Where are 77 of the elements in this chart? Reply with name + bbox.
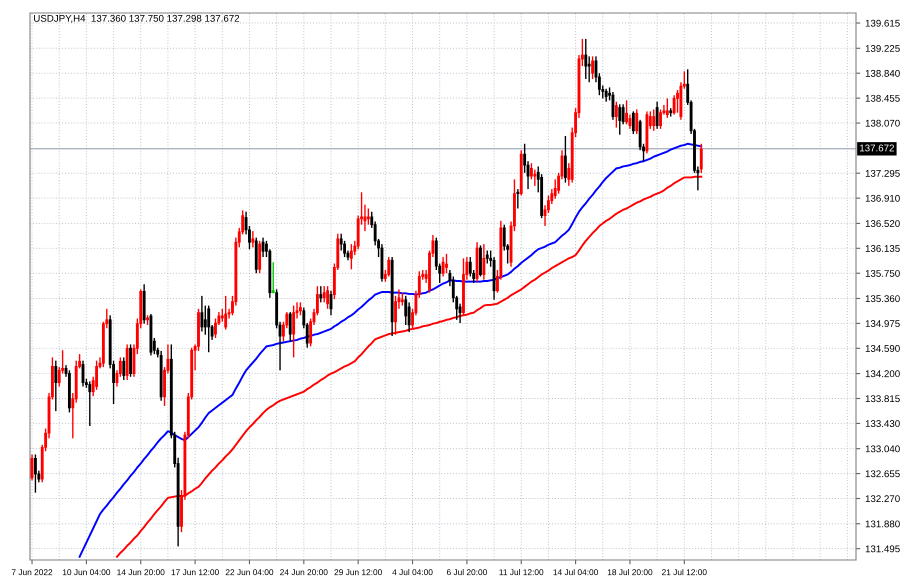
candlestick [146, 314, 149, 326]
candlestick [262, 236, 264, 258]
x-tick-label: 22 Jun 04:00 [226, 569, 274, 576]
candlestick [298, 302, 302, 316]
x-tick-label: 18 Jul 20:00 [608, 569, 652, 576]
candlestick [588, 56, 591, 83]
x-tick-label: 24 Jun 20:00 [280, 569, 328, 576]
candlestick [292, 304, 296, 358]
x-tick-label: 17 Jun 12:00 [172, 569, 219, 576]
ref-line-label: 137.672 [860, 144, 894, 152]
x-tick-label: 14 Jun 20:00 [117, 569, 165, 576]
y-tick-label: 133.815 [866, 395, 900, 402]
candlestick [584, 38, 588, 80]
candlestick [625, 100, 628, 126]
candlestick [319, 285, 322, 304]
candlestick [656, 100, 659, 130]
candlestick [533, 168, 536, 187]
y-tick-label: 131.495 [866, 545, 900, 552]
candlestick [326, 285, 330, 310]
candlestick [591, 56, 594, 80]
y-tick-label: 132.655 [866, 470, 900, 478]
candlestick [251, 230, 254, 248]
y-tick-label: 135.750 [866, 270, 900, 277]
candlestick [666, 98, 669, 119]
candlestick [34, 454, 37, 494]
x-tick-label: 29 Jun 12:00 [334, 569, 382, 576]
candlestick [612, 91, 614, 121]
y-tick-label: 136.135 [866, 245, 900, 252]
candlestick [224, 295, 228, 330]
y-tick-label: 134.590 [866, 345, 900, 352]
x-tick-label: 7 Jun 2022 [12, 569, 52, 576]
x-tick-label: 6 Jul 20:00 [446, 569, 487, 576]
candlestick [54, 360, 58, 412]
candlestick [614, 100, 618, 128]
candlestick [676, 89, 679, 114]
candlestick [604, 88, 608, 102]
candlestick [366, 208, 370, 226]
candlestick [330, 290, 332, 316]
chart-title: USDJPY,H4 137.360 137.750 137.298 137.672 [34, 14, 240, 23]
candlestick [652, 108, 656, 132]
candlestick [442, 256, 445, 278]
candlestick [482, 243, 486, 280]
candlestick [322, 285, 326, 304]
x-tick-label: 14 Jul 04:00 [554, 569, 598, 576]
candlestick [350, 243, 353, 270]
y-tick-label: 133.040 [866, 445, 900, 452]
y-tick-label: 138.455 [866, 94, 900, 102]
candlestick [516, 188, 520, 210]
candlestick [400, 292, 404, 306]
y-tick-label: 139.225 [866, 45, 900, 52]
candlestick [88, 380, 92, 427]
candlestick [200, 295, 204, 332]
candlestick [486, 250, 489, 264]
y-tick-label: 132.270 [866, 495, 900, 502]
y-tick-label: 136.520 [866, 220, 900, 228]
y-tick-label: 134.975 [866, 320, 900, 328]
y-tick-label: 138.070 [866, 120, 900, 127]
candlestick [204, 304, 207, 336]
x-tick-label: 4 Jul 04:00 [392, 569, 433, 576]
candlestick [564, 135, 567, 184]
y-tick-label: 131.880 [866, 520, 900, 528]
candlestick [82, 360, 84, 388]
y-tick-label: 133.430 [866, 420, 900, 428]
y-tick-label: 138.840 [866, 70, 900, 77]
x-tick-label: 11 Jul 12:00 [499, 569, 544, 576]
y-tick-label: 136.910 [866, 194, 900, 202]
candlestick [632, 110, 635, 135]
y-tick-label: 139.615 [866, 20, 900, 27]
candlestick [618, 104, 622, 136]
candlestick [445, 253, 448, 274]
y-tick-label: 135.360 [866, 295, 900, 302]
candlestick [659, 108, 662, 130]
y-tick-label: 137.295 [866, 170, 900, 177]
x-tick-label: 21 Jul 12:00 [662, 569, 707, 576]
y-tick-label: 134.200 [866, 370, 900, 378]
x-tick-label: 10 Jun 04:00 [62, 569, 110, 576]
candlestick [30, 454, 34, 482]
